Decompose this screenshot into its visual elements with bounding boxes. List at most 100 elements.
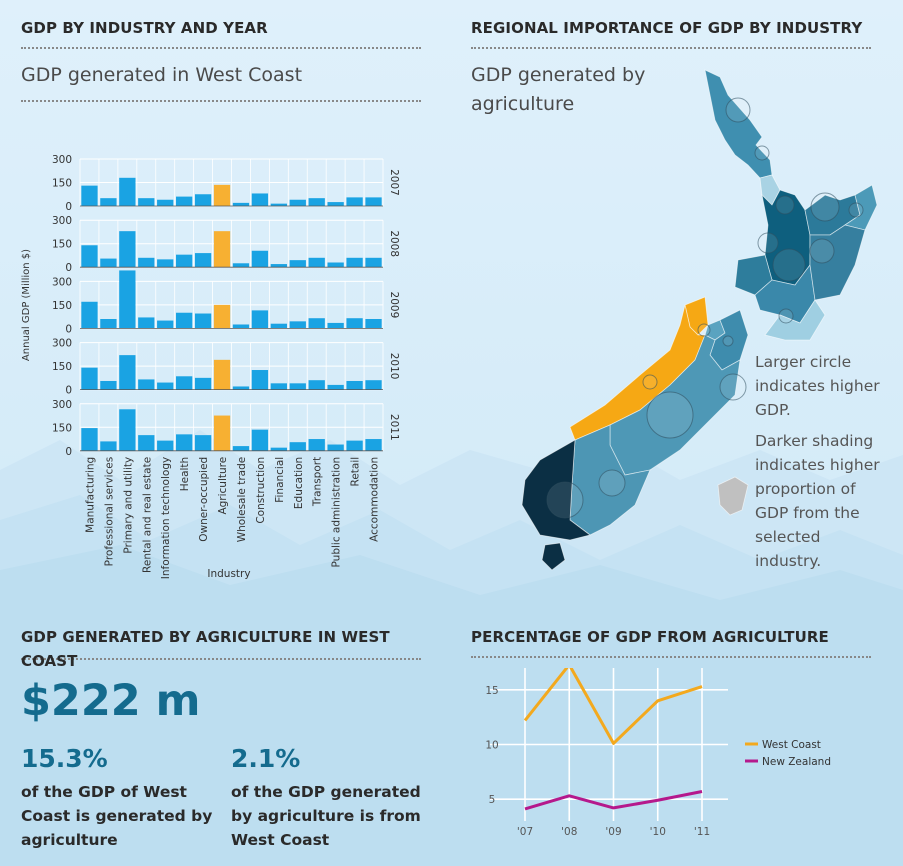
bar [176, 254, 193, 268]
bar [157, 199, 174, 206]
stat-wc-share-value: 15.3% [21, 744, 108, 773]
bar [270, 447, 287, 451]
bar [213, 304, 231, 329]
bar [270, 383, 287, 390]
region-wellington[interactable] [764, 299, 826, 341]
bar [119, 177, 136, 206]
bar [289, 383, 306, 390]
gdp-circle [810, 192, 840, 222]
gdp-circle [848, 202, 864, 218]
y-tick-label: 300 [52, 276, 72, 288]
bar [81, 428, 98, 451]
category-label: Manufacturing [84, 457, 96, 533]
bar-panel-2007: 0 150 300 2007 [52, 154, 400, 213]
map-note-circle: Larger circle indicates higher GDP. [755, 350, 880, 422]
category-label: Construction [255, 457, 267, 524]
y-tick-label: 150 [52, 422, 72, 434]
bar [232, 386, 250, 390]
stat-line: Coast is generated by [21, 807, 213, 825]
bar [138, 379, 155, 390]
map-note-line: GDP from the [755, 504, 860, 522]
bar [346, 257, 363, 268]
bar [138, 257, 155, 268]
category-label: Wholesale trade [236, 457, 248, 542]
series-line-1 [524, 790, 703, 811]
category-label: Health [179, 457, 191, 491]
bar-panel-2011: 0 150 300 2011 [52, 399, 400, 458]
bar-panel-2010: 0 150 300 2010 [52, 338, 400, 397]
region-hawkes-bay[interactable] [809, 224, 866, 301]
region-chatham-islands[interactable] [717, 476, 749, 516]
bar [100, 380, 117, 390]
agri-west-coast-title-line2: COAST [21, 652, 78, 670]
region-northland[interactable] [704, 69, 773, 179]
region-stewart-island[interactable] [541, 542, 566, 571]
gdp-circle [775, 195, 795, 215]
gdp-circle [642, 374, 658, 390]
bar [289, 199, 306, 206]
bar [289, 260, 306, 268]
y-axis-title: Annual GDP (Million $) [21, 249, 32, 361]
bar [213, 184, 231, 206]
bar-panel-2008: 0 150 300 2008 [52, 215, 400, 274]
bar [138, 317, 155, 329]
bar [176, 312, 193, 329]
category-label: Information technology [160, 457, 172, 579]
bar [308, 257, 325, 268]
region-southland[interactable] [521, 439, 591, 541]
y-tick-label: 300 [52, 215, 72, 227]
bar [119, 409, 136, 451]
y-tick-label: 0 [65, 262, 72, 274]
bar [157, 320, 174, 329]
gdp-bar-chart: 0 150 300 2007 0 150 300 2008 0 150 300 2009 0 150 300… [21, 154, 400, 580]
bar [176, 376, 193, 390]
bar [365, 319, 382, 329]
gdp-circle [757, 232, 779, 254]
category-label: Agriculture [217, 457, 229, 515]
x-tick-label: '11 [694, 826, 710, 838]
map-note-line: indicates higher [755, 456, 880, 474]
divider [21, 47, 421, 49]
bar [194, 313, 212, 329]
year-label: 2009 [388, 292, 400, 319]
category-label: Owner-occupied [198, 457, 210, 542]
stat-line: agriculture [21, 831, 118, 849]
bar [251, 193, 269, 206]
bar [232, 263, 250, 268]
bar [81, 301, 98, 329]
x-tick-label: '08 [561, 826, 577, 838]
gdp-circle [546, 481, 584, 519]
bar [327, 384, 344, 390]
bar [251, 429, 269, 451]
category-label: Rental and real estate [141, 457, 153, 573]
bar [327, 202, 344, 206]
bar [365, 439, 382, 451]
map-note-line: indicates higher [755, 377, 880, 395]
x-tick-label: '10 [650, 826, 666, 838]
bar [308, 380, 325, 390]
bar [251, 250, 269, 268]
stat-nz-share-value: 2.1% [231, 744, 301, 773]
bar [176, 434, 193, 451]
y-tick-label: 0 [65, 201, 72, 213]
region-taranaki[interactable] [734, 254, 773, 296]
gdp-circle [646, 391, 694, 439]
agri-gdp-amount: $222 m [21, 676, 201, 726]
map-note-line: selected [755, 528, 821, 546]
gdp-by-industry-title: GDP BY INDUSTRY AND YEAR [21, 19, 268, 37]
y-tick-label: 0 [65, 323, 72, 335]
bar [232, 446, 250, 451]
bar [213, 231, 231, 268]
y-tick-label: 300 [52, 154, 72, 166]
y-tick-label: 5 [489, 794, 496, 806]
bar [308, 318, 325, 329]
gdp-by-industry-subtitle: GDP generated in West Coast [21, 64, 303, 86]
y-tick-label: 150 [52, 300, 72, 312]
divider [21, 100, 421, 102]
bar [308, 198, 325, 206]
stat-nz-share-description: of the GDP generated by agriculture is f… [231, 780, 421, 852]
bar [289, 321, 306, 329]
agri-west-coast-title-line1: GDP GENERATED BY AGRICULTURE IN WEST [21, 628, 390, 646]
bar [365, 257, 382, 268]
